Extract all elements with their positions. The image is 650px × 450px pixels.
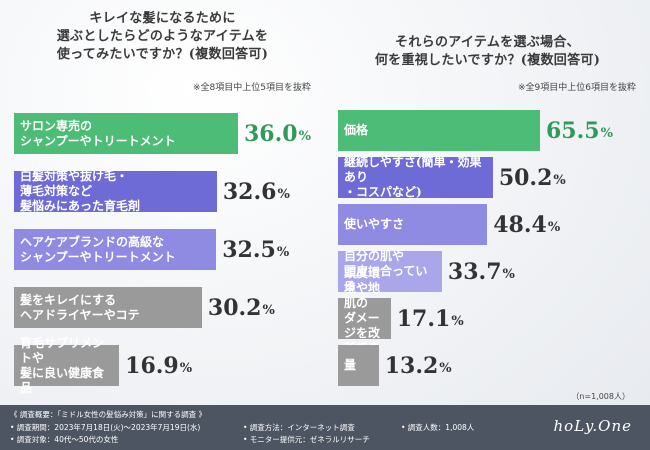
value-unit-1-0: % (600, 126, 613, 141)
value-unit-1-1: % (553, 173, 566, 188)
value-unit-0-4: % (179, 361, 193, 376)
value-label-0-2: 32.5% (222, 229, 289, 270)
right-chart-title: それらのアイテムを選ぶ場合、 何を重視したいですか？(複数回答可) (374, 35, 601, 68)
value-label-1-1: 50.2% (499, 157, 566, 198)
value-unit-1-2: % (547, 220, 561, 235)
bar-1-1: 継続しやすさ(簡単・効果あり ・コスパなど) (338, 155, 493, 199)
value-unit-0-3: % (262, 303, 275, 318)
value-number-1-1: 50.2 (498, 164, 553, 191)
value-unit-0-2: % (276, 245, 290, 260)
footer-survey-period: • 調査期間：2023年7月18日(火)～2023年7月19日(水) (10, 423, 201, 432)
bar-label-0-1: 白髪対策や抜け毛・ 薄毛対策など 髪悩みにあった育毛剤 (20, 169, 141, 213)
value-label-0-4: 16.9% (125, 345, 192, 386)
footer-survey-target: • 調査対象：40代～50代の女性 (10, 435, 119, 444)
value-label-0-1: 32.6% (223, 171, 290, 212)
value-number-0-0: 36.0 (244, 120, 298, 147)
value-number-0-1: 32.6 (222, 178, 277, 205)
bar-1-5: 量 (338, 345, 379, 386)
bar-0-4: 育毛サプリメントや 髪に良い健康食品 (14, 336, 120, 395)
footer-survey-method: • 調査方法：インターネット調査 (243, 423, 355, 432)
left-chart-title: キレイな髪になるために 選ぶとしたらどのようなアイテムを 使ってみたいですか？(… (56, 11, 269, 62)
bar-label-0-3: 髪をキレイにする ヘアドライヤーやコテ (20, 292, 140, 322)
bar-0-1: 白髪対策や抜け毛・ 薄毛対策など 髪悩みにあった育毛剤 (14, 169, 217, 213)
value-unit-0-1: % (277, 187, 290, 202)
bar-label-0-4: 育毛サプリメントや 髪に良い健康食品 (20, 335, 105, 395)
bar-label-0-0: サロン専売の シャンプーやトリートメント (20, 118, 176, 148)
bar-0-0: サロン専売の シャンプーやトリートメント (14, 113, 238, 154)
bar-label-1-1: 継続しやすさ(簡単・効果あり ・コスパなど) (344, 155, 482, 199)
value-number-0-3: 30.2 (207, 294, 262, 321)
value-label-1-3: 33.7% (448, 251, 515, 292)
value-label-1-4: 17.1% (397, 298, 464, 339)
footer-survey-count: • 調査人数：1,008人 (401, 423, 475, 432)
footer-survey-title: 《 調査概要：「ミドル女性の髪悩み対策」に関する調査 》 (10, 410, 207, 419)
value-unit-1-3: % (502, 267, 515, 282)
value-label-0-0: 36.0% (244, 113, 311, 154)
value-unit-1-4: % (451, 314, 464, 329)
value-label-1-5: 13.2% (385, 345, 452, 386)
bar-label-0-2: ヘアケアブランドの高級な シャンプーやトリートメント (20, 234, 176, 264)
sample-size-note: （n=1,008人） (571, 392, 630, 401)
footer-survey-provider: • モニター提供元：ゼネラルリサーチ (243, 435, 370, 444)
value-number-1-4: 17.1 (396, 305, 451, 332)
bar-1-0: 価格 (338, 110, 540, 151)
bar-label-1-5: 量 (344, 358, 357, 372)
brand-logo: hoLy.One (553, 417, 632, 435)
value-number-0-4: 16.9 (125, 352, 179, 379)
bar-label-1-3: 自分の肌や 頭皮に合っている (344, 249, 428, 293)
value-unit-1-5: % (439, 361, 452, 376)
value-number-1-2: 48.4 (493, 211, 547, 238)
bar-1-4: 頭皮環境や地肌の ダメージを改善できる (338, 266, 391, 370)
value-number-1-3: 33.7 (447, 258, 502, 285)
bar-0-3: 髪をキレイにする ヘアドライヤーやコテ (14, 287, 202, 328)
value-label-0-3: 30.2% (208, 287, 275, 328)
value-label-1-2: 48.4% (493, 204, 560, 245)
value-label-1-0: 65.5% (546, 110, 613, 151)
value-number-0-2: 32.5 (222, 236, 276, 263)
left-chart-note: ※全8項目中上位5項目を抜粋 (193, 83, 311, 93)
right-chart-note: ※全9項目中上位6項目を抜粋 (518, 83, 636, 93)
value-number-1-0: 65.5 (546, 117, 600, 144)
footer-survey-info: 《 調査概要：「ミドル女性の髪悩み対策」に関する調査 》 • 調査期間：2023… (0, 405, 650, 450)
bar-0-2: ヘアケアブランドの高級な シャンプーやトリートメント (14, 229, 217, 270)
bar-label-1-2: 使いやすさ (344, 217, 405, 231)
bar-label-1-0: 価格 (344, 123, 369, 137)
bar-1-2: 使いやすさ (338, 204, 488, 245)
bar-1-3: 自分の肌や 頭皮に合っている (338, 249, 442, 293)
value-number-1-5: 13.2 (384, 352, 439, 379)
value-unit-0-0: % (298, 129, 311, 144)
